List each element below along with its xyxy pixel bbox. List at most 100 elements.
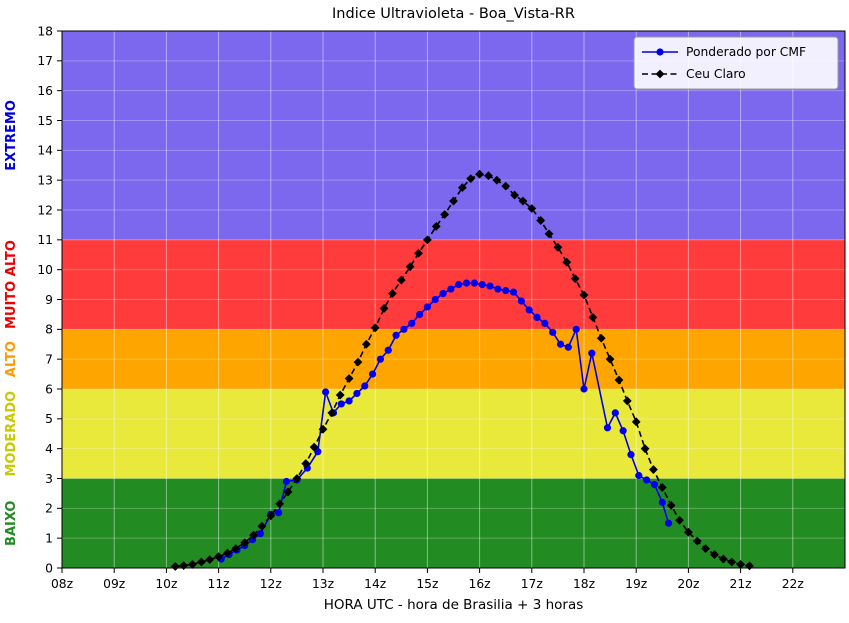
data-point-marker [400, 325, 408, 333]
x-tick-label: 14z [364, 577, 386, 591]
uv-band-labels: BAIXO MODERADO ALTO MUITO ALTO EXTREMO [4, 100, 19, 546]
data-point-marker [631, 417, 641, 427]
data-point-marker [650, 480, 659, 489]
x-tick-label: 22z [782, 577, 804, 591]
band-label-moderado: MODERADO [4, 391, 19, 477]
data-point-marker [275, 499, 285, 509]
data-point-marker [423, 303, 431, 311]
x-tick-label: 13z [312, 577, 334, 591]
data-point-marker [484, 171, 493, 181]
data-point-marker [619, 427, 627, 435]
y-tick-label: 1 [45, 531, 53, 545]
data-point-marker [462, 279, 471, 287]
data-point-marker [657, 483, 667, 492]
data-point-marker [494, 285, 502, 293]
data-point-marker [701, 544, 711, 554]
data-point-marker [611, 409, 619, 417]
data-point-marker [533, 313, 541, 321]
data-point-marker [392, 331, 400, 339]
data-point-marker [614, 375, 624, 385]
data-point-marker [205, 555, 215, 565]
legend-label: Ceu Claro [686, 67, 746, 81]
data-point-marker [345, 397, 353, 405]
x-axis-label: HORA UTC - hora de Brasilia + 3 horas [323, 597, 584, 613]
y-tick-label: 0 [45, 561, 53, 575]
data-point-marker [486, 282, 494, 290]
data-point-marker [536, 216, 546, 225]
data-point-marker [249, 530, 258, 540]
data-point-marker [266, 511, 276, 521]
y-tick-label: 2 [45, 502, 53, 516]
data-point-marker [275, 509, 283, 517]
data-point-marker [361, 339, 371, 349]
data-point-marker [727, 557, 737, 567]
x-tick-label: 19z [625, 577, 647, 591]
legend-label: Ponderado por CMF [686, 45, 806, 59]
data-point-marker [570, 274, 580, 284]
y-tick-label: 7 [45, 352, 53, 366]
data-point-marker [525, 306, 533, 314]
data-point-marker [396, 275, 406, 285]
data-point-marker [457, 183, 467, 193]
data-point-marker [692, 536, 702, 546]
data-point-marker [517, 297, 525, 305]
data-point-marker [553, 242, 563, 252]
data-point-marker [337, 400, 345, 408]
data-point-marker [572, 325, 580, 333]
data-point-marker [518, 196, 528, 206]
data-point-marker [666, 500, 676, 510]
data-point-marker [580, 385, 588, 393]
data-point-marker [447, 285, 455, 293]
data-point-marker [492, 175, 502, 185]
data-point-marker [408, 319, 416, 327]
data-point-marker [292, 474, 302, 483]
x-tick-label: 11z [208, 577, 230, 591]
x-tick-label: 21z [730, 577, 752, 591]
data-point-marker [431, 222, 441, 231]
data-point-marker [684, 527, 693, 537]
data-point-marker [283, 487, 293, 497]
x-tick-label: 09z [103, 577, 125, 591]
data-point-marker [384, 346, 392, 354]
data-point-marker [318, 424, 328, 434]
data-point-marker [509, 288, 518, 296]
data-point-marker [415, 310, 424, 319]
band-label-extremo: EXTREMO [4, 100, 19, 171]
x-tick-label: 10z [155, 577, 177, 591]
data-point-marker [710, 550, 719, 559]
data-point-marker [361, 382, 369, 390]
data-point-marker [675, 515, 684, 525]
data-point-marker [449, 196, 458, 206]
y-tick-label: 17 [37, 54, 53, 68]
band-label-alto: ALTO [4, 341, 19, 377]
data-point-marker [544, 229, 554, 239]
data-point-marker [188, 560, 197, 569]
data-point-marker [640, 444, 650, 454]
data-point-marker [655, 69, 665, 79]
data-point-marker [718, 554, 728, 564]
data-point-marker [635, 471, 643, 480]
data-point-marker [257, 521, 267, 531]
band-label-muito-alto: MUITO ALTO [4, 240, 19, 329]
x-tick-label: 17z [521, 577, 543, 591]
data-point-marker [562, 257, 572, 267]
data-point-marker [510, 190, 519, 200]
data-point-marker [322, 388, 330, 396]
data-point-marker [588, 313, 598, 322]
data-point-marker [314, 448, 322, 456]
legend-entry-ceu-claro: Ceu Claro [642, 67, 746, 81]
data-point-marker [556, 340, 565, 348]
y-tick-label: 14 [37, 144, 53, 158]
x-tick-label: 15z [416, 577, 438, 591]
chart-title: Indice Ultravioleta - Boa_Vista-RR [332, 6, 575, 22]
data-point-marker [627, 451, 635, 459]
data-point-marker [736, 560, 745, 569]
y-tick-label: 18 [37, 24, 53, 38]
data-point-marker [335, 390, 345, 400]
data-point-marker [414, 248, 423, 258]
data-point-marker [622, 396, 632, 406]
data-point-marker [231, 544, 241, 554]
data-point-marker [368, 370, 377, 378]
